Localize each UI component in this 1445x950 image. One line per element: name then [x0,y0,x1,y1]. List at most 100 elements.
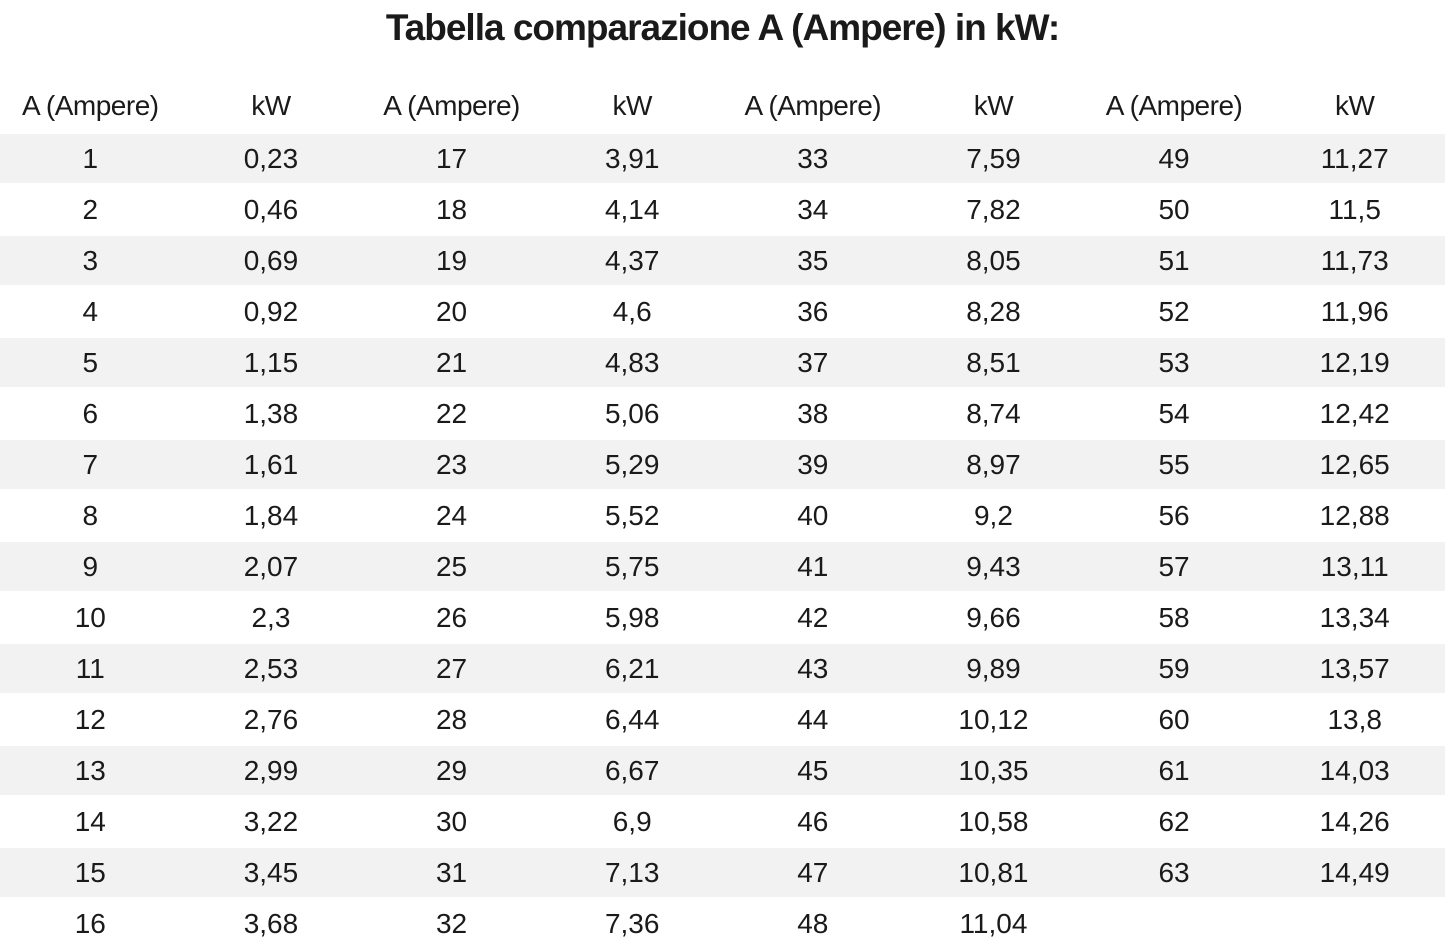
cell-ampere: 55 [1083,439,1265,491]
cell-ampere: 25 [361,541,542,593]
cell-kw: 2,76 [180,694,362,746]
cell-ampere: 34 [722,184,904,236]
cell-ampere: 61 [1083,745,1265,797]
cell-kw: 5,29 [541,439,723,491]
table-row: 14 3,22 30 6,9 46 10,58 62 14,26 [0,796,1445,848]
cell-ampere: 5 [0,337,181,389]
cell-ampere: 9 [0,541,181,593]
cell-ampere: 12 [0,694,181,746]
cell-ampere: 57 [1083,541,1265,593]
cell-ampere: 41 [722,541,904,593]
cell-kw: 10,81 [903,847,1084,899]
cell-ampere: 21 [361,337,542,389]
cell-ampere: 17 [361,134,542,185]
cell-ampere: 3 [0,235,181,287]
cell-kw: 12,65 [1264,439,1445,491]
cell-kw: 11,27 [1264,134,1445,185]
cell-kw: 4,6 [541,286,723,338]
cell-kw: 0,92 [180,286,362,338]
cell-kw: 7,59 [903,134,1084,185]
cell-kw: 11,04 [903,898,1084,950]
cell-ampere: 49 [1083,134,1265,185]
table-row: 1 0,23 17 3,91 33 7,59 49 11,27 [0,134,1445,185]
cell-ampere: 7 [0,439,181,491]
cell-ampere: 32 [361,898,542,950]
cell-ampere: 52 [1083,286,1265,338]
cell-kw [1264,898,1445,950]
table-header: A (Ampere) kW A (Ampere) kW A (Ampere) k… [0,50,1445,134]
cell-kw: 10,35 [903,745,1084,797]
cell-ampere: 51 [1083,235,1265,287]
cell-ampere: 54 [1083,388,1265,440]
cell-ampere: 4 [0,286,181,338]
cell-kw: 13,57 [1264,643,1445,695]
cell-ampere: 44 [722,694,904,746]
cell-kw: 5,52 [541,490,723,542]
cell-kw: 7,13 [541,847,723,899]
cell-ampere: 37 [722,337,904,389]
cell-kw: 1,38 [180,388,362,440]
cell-kw: 12,19 [1264,337,1445,389]
cell-ampere: 63 [1083,847,1265,899]
cell-kw: 5,06 [541,388,723,440]
cell-kw: 14,03 [1264,745,1445,797]
cell-kw: 2,99 [180,745,362,797]
cell-ampere: 16 [0,898,181,950]
cell-kw: 11,5 [1264,184,1445,236]
table-row: 15 3,45 31 7,13 47 10,81 63 14,49 [0,847,1445,899]
cell-ampere: 58 [1083,592,1265,644]
cell-ampere: 59 [1083,643,1265,695]
cell-ampere: 27 [361,643,542,695]
column-header-ampere-1: A (Ampere) [0,50,181,134]
cell-ampere: 47 [722,847,904,899]
cell-kw: 6,44 [541,694,723,746]
cell-kw: 13,8 [1264,694,1445,746]
cell-kw: 11,96 [1264,286,1445,338]
cell-ampere: 14 [0,796,181,848]
cell-kw: 2,07 [180,541,362,593]
cell-kw: 0,46 [180,184,362,236]
cell-ampere: 60 [1083,694,1265,746]
cell-ampere: 45 [722,745,904,797]
column-header-kw-4: kW [1264,50,1445,134]
cell-ampere [1083,898,1265,950]
column-header-kw-3: kW [903,50,1084,134]
cell-ampere: 30 [361,796,542,848]
cell-kw: 14,26 [1264,796,1445,848]
cell-kw: 8,28 [903,286,1084,338]
cell-kw: 12,42 [1264,388,1445,440]
table-row: 10 2,3 26 5,98 42 9,66 58 13,34 [0,592,1445,644]
cell-kw: 7,36 [541,898,723,950]
cell-kw: 3,91 [541,134,723,185]
cell-ampere: 13 [0,745,181,797]
cell-kw: 9,66 [903,592,1084,644]
cell-ampere: 42 [722,592,904,644]
table-row: 5 1,15 21 4,83 37 8,51 53 12,19 [0,337,1445,389]
cell-kw: 3,22 [180,796,362,848]
table-body: 1 0,23 17 3,91 33 7,59 49 11,27 2 0,46 18 4,14 34 7,8… [0,134,1445,950]
cell-ampere: 62 [1083,796,1265,848]
cell-kw: 5,98 [541,592,723,644]
cell-kw: 9,43 [903,541,1084,593]
comparison-table: A (Ampere) kW A (Ampere) kW A (Ampere) k… [0,50,1445,950]
cell-kw: 10,12 [903,694,1084,746]
table-row: 7 1,61 23 5,29 39 8,97 55 12,65 [0,439,1445,491]
cell-ampere: 46 [722,796,904,848]
cell-ampere: 23 [361,439,542,491]
cell-ampere: 43 [722,643,904,695]
cell-kw: 3,68 [180,898,362,950]
table-row: 13 2,99 29 6,67 45 10,35 61 14,03 [0,745,1445,797]
cell-ampere: 33 [722,134,904,185]
cell-kw: 6,21 [541,643,723,695]
cell-kw: 14,49 [1264,847,1445,899]
cell-ampere: 39 [722,439,904,491]
cell-kw: 4,83 [541,337,723,389]
cell-ampere: 19 [361,235,542,287]
cell-ampere: 11 [0,643,181,695]
cell-kw: 2,3 [180,592,362,644]
cell-kw: 6,67 [541,745,723,797]
cell-ampere: 56 [1083,490,1265,542]
cell-ampere: 20 [361,286,542,338]
cell-ampere: 1 [0,134,181,185]
